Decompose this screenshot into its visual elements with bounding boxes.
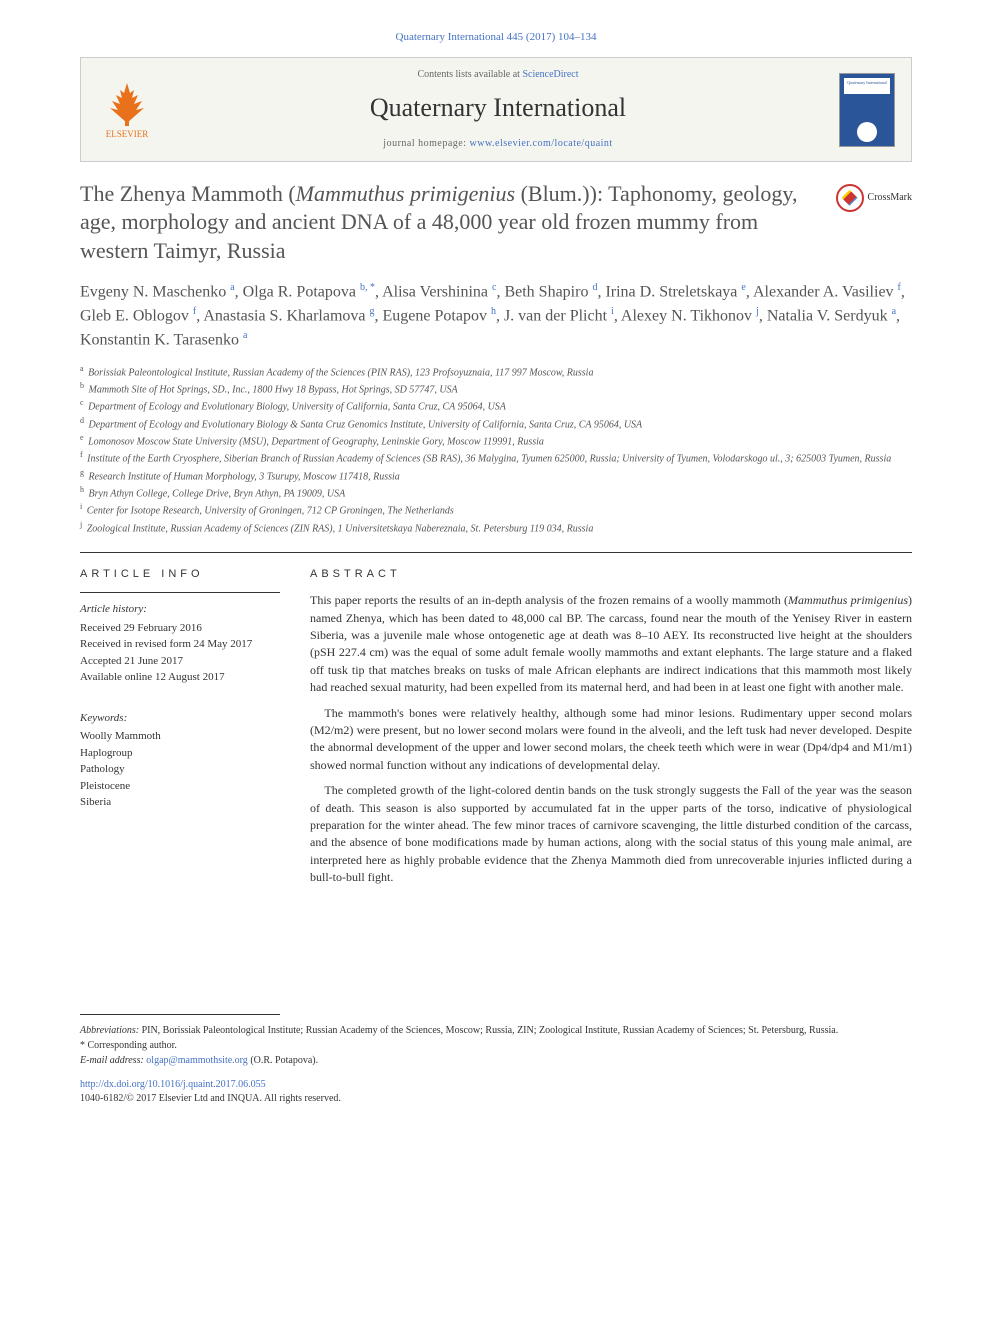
email-link[interactable]: olgap@mammothsite.org <box>146 1055 248 1066</box>
affiliation-item: f Institute of the Earth Cryosphere, Sib… <box>80 449 912 466</box>
keywords-list: Woolly MammothHaplogroupPathologyPleisto… <box>80 728 280 811</box>
keyword-item: Woolly Mammoth <box>80 728 280 745</box>
online-date: Available online 12 August 2017 <box>80 669 280 686</box>
affiliation-item: j Zoological Institute, Russian Academy … <box>80 519 912 536</box>
two-column-layout: ARTICLE INFO Article history: Received 2… <box>80 552 912 895</box>
footnotes: Abbreviations: PIN, Borissiak Paleontolo… <box>80 1023 912 1068</box>
abstract-heading: ABSTRACT <box>310 567 912 582</box>
affiliation-item: h Bryn Athyn College, College Drive, Bry… <box>80 484 912 501</box>
footnote-separator <box>80 1014 280 1015</box>
elsevier-logo: ELSEVIER <box>97 75 157 145</box>
citation-line: Quaternary International 445 (2017) 104–… <box>80 30 912 45</box>
keywords-head: Keywords: <box>80 710 280 727</box>
sciencedirect-link[interactable]: ScienceDirect <box>522 69 578 80</box>
journal-name: Quaternary International <box>173 90 823 126</box>
abstract-column: ABSTRACT This paper reports the results … <box>310 553 912 895</box>
homepage-link[interactable]: www.elsevier.com/locate/quaint <box>470 138 613 149</box>
received-date: Received 29 February 2016 <box>80 620 280 637</box>
revised-date: Received in revised form 24 May 2017 <box>80 636 280 653</box>
homepage-line: journal homepage: www.elsevier.com/locat… <box>173 137 823 151</box>
journal-header: ELSEVIER Contents lists available at Sci… <box>80 57 912 161</box>
affiliation-item: d Department of Ecology and Evolutionary… <box>80 415 912 432</box>
crossmark-label: CrossMark <box>868 191 912 204</box>
article-info-heading: ARTICLE INFO <box>80 567 280 582</box>
elsevier-tree-icon <box>102 78 152 128</box>
abbreviations-note: Abbreviations: PIN, Borissiak Paleontolo… <box>80 1023 912 1038</box>
copyright-line: 1040-6182/© 2017 Elsevier Ltd and INQUA.… <box>80 1092 912 1106</box>
article-title: The Zhenya Mammoth (Mammuthus primigeniu… <box>80 180 912 266</box>
affiliation-item: c Department of Ecology and Evolutionary… <box>80 397 912 414</box>
crossmark-icon <box>836 184 864 212</box>
journal-cover-thumb: Quaternary International <box>839 73 895 147</box>
abbrev-text: PIN, Borissiak Paleontological Institute… <box>139 1025 838 1036</box>
corresponding-note: * Corresponding author. <box>80 1038 912 1053</box>
title-italic: Mammuthus primigenius <box>296 181 515 206</box>
homepage-prefix: journal homepage: <box>383 138 469 149</box>
article-info-column: ARTICLE INFO Article history: Received 2… <box>80 553 280 895</box>
accepted-date: Accepted 21 June 2017 <box>80 653 280 670</box>
keyword-item: Haplogroup <box>80 745 280 762</box>
abstract-paragraph: This paper reports the results of an in-… <box>310 592 912 696</box>
abstract-paragraph: The completed growth of the light-colore… <box>310 782 912 886</box>
contents-line: Contents lists available at ScienceDirec… <box>173 68 823 82</box>
crossmark-badge[interactable]: CrossMark <box>836 184 912 212</box>
email-note: E-mail address: olgap@mammothsite.org (O… <box>80 1053 912 1068</box>
affiliations-list: a Borissiak Paleontological Institute, R… <box>80 363 912 536</box>
authors-list: Evgeny N. Maschenko a, Olga R. Potapova … <box>80 280 912 353</box>
keyword-item: Siberia <box>80 794 280 811</box>
abstract-paragraph: The mammoth's bones were relatively heal… <box>310 705 912 775</box>
history-head: Article history: <box>80 601 280 618</box>
email-suffix: (O.R. Potapova). <box>248 1055 318 1066</box>
header-center: Contents lists available at ScienceDirec… <box>173 68 823 150</box>
title-part-1: The Zhenya Mammoth ( <box>80 181 296 206</box>
cover-title: Quaternary International <box>844 78 890 94</box>
affiliation-item: i Center for Isotope Research, Universit… <box>80 501 912 518</box>
contents-prefix: Contents lists available at <box>417 69 522 80</box>
elsevier-label: ELSEVIER <box>106 128 149 141</box>
affiliation-item: g Research Institute of Human Morphology… <box>80 467 912 484</box>
cover-logo-icon <box>857 122 877 142</box>
email-label: E-mail address: <box>80 1055 146 1066</box>
keyword-item: Pathology <box>80 761 280 778</box>
keyword-item: Pleistocene <box>80 778 280 795</box>
affiliation-item: b Mammoth Site of Hot Springs, SD., Inc.… <box>80 380 912 397</box>
doi-line: http://dx.doi.org/10.1016/j.quaint.2017.… <box>80 1078 912 1092</box>
affiliation-item: e Lomonosov Moscow State University (MSU… <box>80 432 912 449</box>
keywords-block: Keywords: Woolly MammothHaplogroupPathol… <box>80 702 280 811</box>
abstract-text: This paper reports the results of an in-… <box>310 592 912 886</box>
article-history-block: Article history: Received 29 February 20… <box>80 592 280 686</box>
abbrev-label: Abbreviations: <box>80 1025 139 1036</box>
affiliation-item: a Borissiak Paleontological Institute, R… <box>80 363 912 380</box>
doi-link[interactable]: http://dx.doi.org/10.1016/j.quaint.2017.… <box>80 1079 266 1090</box>
